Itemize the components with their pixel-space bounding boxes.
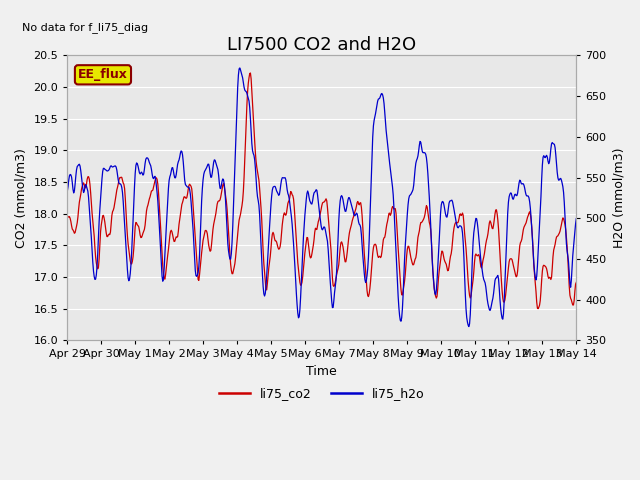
Legend: li75_co2, li75_h2o: li75_co2, li75_h2o (214, 383, 429, 406)
Title: LI7500 CO2 and H2O: LI7500 CO2 and H2O (227, 36, 417, 54)
Y-axis label: CO2 (mmol/m3): CO2 (mmol/m3) (15, 148, 28, 248)
Y-axis label: H2O (mmol/m3): H2O (mmol/m3) (612, 148, 625, 248)
X-axis label: Time: Time (307, 365, 337, 378)
Text: No data for f_li75_diag: No data for f_li75_diag (22, 22, 148, 33)
Text: EE_flux: EE_flux (78, 68, 128, 81)
